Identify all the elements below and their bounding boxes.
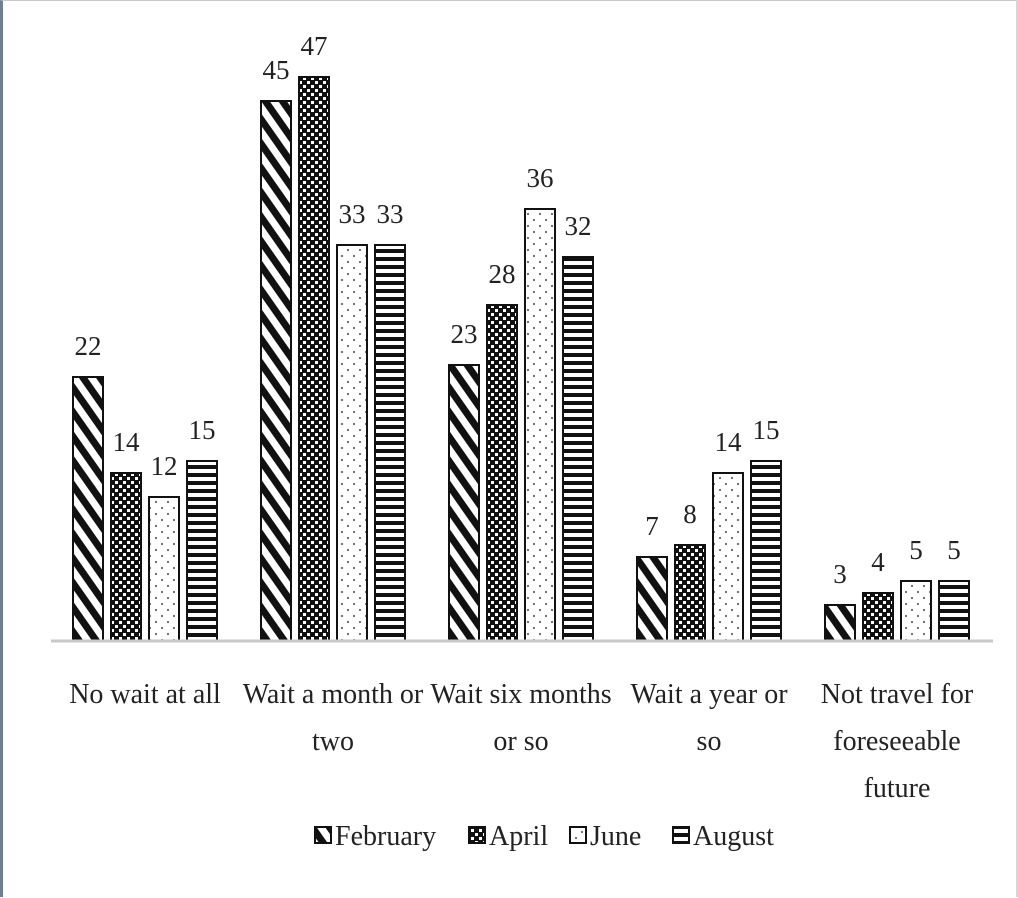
bar-august-1 — [186, 460, 218, 642]
category-label-3: Wait six months or so — [430, 679, 611, 757]
value-label-april-2: 47 — [301, 31, 328, 61]
bar-february-5 — [824, 604, 856, 642]
value-label-february-3: 23 — [451, 319, 478, 349]
bar-august-2 — [374, 244, 406, 642]
legend-label-june: June — [590, 821, 641, 852]
category-label-5: Not travel for foreseeable future — [821, 679, 974, 804]
bar-april-5 — [862, 592, 894, 642]
legend-label-august: August — [693, 821, 774, 852]
category-label-2: Wait a month or two — [243, 679, 424, 757]
bar-june-3 — [524, 208, 556, 642]
bar-april-3 — [486, 304, 518, 642]
value-label-august-3: 32 — [565, 211, 592, 241]
value-label-june-5: 5 — [909, 535, 923, 565]
value-label-february-2: 45 — [263, 55, 290, 85]
value-label-april-5: 4 — [871, 547, 885, 577]
value-label-june-4: 14 — [715, 427, 743, 457]
bar-february-2 — [260, 100, 292, 642]
bar-august-5 — [938, 580, 970, 642]
legend-swatch-june — [569, 826, 587, 844]
bar-february-3 — [448, 364, 480, 642]
bars-layer — [72, 76, 970, 642]
value-label-february-1: 22 — [75, 331, 102, 361]
legend-swatch-august — [672, 826, 690, 844]
value-label-august-5: 5 — [947, 535, 961, 565]
category-label-1: No wait at all — [69, 679, 221, 710]
bar-february-1 — [72, 376, 104, 642]
value-label-april-3: 28 — [489, 259, 516, 289]
legend-label-february: February — [335, 821, 436, 852]
bar-april-1 — [110, 472, 142, 642]
legend-swatch-february — [314, 826, 332, 844]
bar-august-4 — [750, 460, 782, 642]
bar-february-4 — [636, 556, 668, 642]
bar-june-1 — [148, 496, 180, 642]
value-label-april-4: 8 — [683, 499, 697, 529]
bar-june-4 — [712, 472, 744, 642]
bar-april-2 — [298, 76, 330, 642]
legend: February April June August — [314, 821, 774, 852]
legend-label-april: April — [489, 821, 548, 852]
bar-april-4 — [674, 544, 706, 642]
value-label-february-5: 3 — [833, 559, 847, 589]
value-label-february-4: 7 — [645, 511, 659, 541]
value-label-april-1: 14 — [113, 427, 141, 457]
value-label-august-1: 15 — [189, 415, 216, 445]
category-label-4: Wait a year or so — [630, 679, 788, 757]
bar-august-3 — [562, 256, 594, 642]
bar-june-5 — [900, 580, 932, 642]
value-label-august-4: 15 — [753, 415, 780, 445]
legend-swatch-april — [468, 826, 486, 844]
bar-june-2 — [336, 244, 368, 642]
value-label-june-3: 36 — [527, 163, 554, 193]
value-label-june-1: 12 — [151, 451, 178, 481]
value-label-august-2: 33 — [377, 199, 404, 229]
value-label-june-2: 33 — [339, 199, 366, 229]
